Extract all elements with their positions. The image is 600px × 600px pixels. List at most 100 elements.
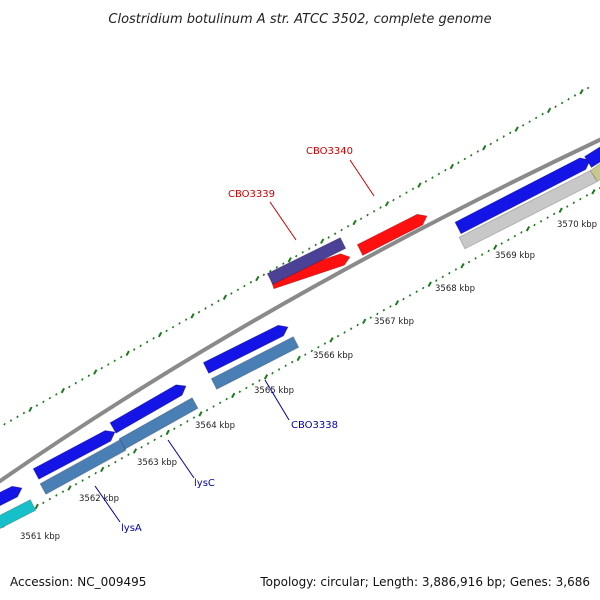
outer-tick (255, 275, 260, 282)
scale-labels: 3561 kbp 3562 kbp 3563 kbp 3564 kbp 3565 kbp… (20, 220, 597, 542)
inner-tick (198, 411, 203, 417)
inner-tick (165, 429, 170, 436)
outer-tick (113, 359, 116, 363)
outer-tick (157, 331, 163, 338)
outer-tick (502, 135, 505, 138)
inner-tick (421, 286, 425, 290)
outer-tick (68, 385, 71, 389)
outer-tick (60, 387, 65, 394)
inner-tick (61, 490, 65, 493)
outer-tick (262, 273, 266, 277)
inner-tick (513, 234, 517, 238)
inner-tick (192, 416, 196, 419)
outer-tick (119, 355, 123, 359)
outer-tick (152, 337, 155, 340)
gene-feature (202, 324, 289, 374)
gene-label: lysC (194, 478, 215, 489)
outer-tick (567, 97, 570, 101)
outer-tick (560, 101, 564, 105)
scale-label: 3570 kbp (557, 220, 597, 230)
outer-tick (579, 89, 584, 95)
gene-label-leader (269, 201, 297, 241)
inner-tick (520, 231, 523, 234)
outer-tick (139, 344, 142, 348)
gene-label: CBO3339 (228, 189, 275, 200)
scale-label: 3565 kbp (254, 386, 294, 396)
outer-tick (243, 284, 246, 288)
outer-tick (379, 206, 382, 209)
inner-tick (376, 312, 379, 316)
gene-label-leader (349, 159, 375, 197)
accession-text: Accession: NC_009495 (10, 575, 146, 589)
outer-tick (217, 299, 220, 303)
outer-tick (482, 145, 487, 151)
inner-tick (251, 382, 255, 386)
outer-tick (249, 280, 253, 284)
inner-tick (55, 494, 58, 497)
genome-summary-text: Topology: circular; Length: 3,886,916 bp… (259, 575, 590, 589)
outer-tick (171, 325, 175, 329)
inner-tick (572, 201, 576, 205)
inner-tick (114, 460, 117, 464)
inner-tick (487, 249, 490, 253)
outer-tick (457, 161, 460, 165)
inner-tick (153, 438, 156, 442)
inner-tick (460, 263, 465, 269)
inner-tick (100, 466, 105, 473)
outer-tick (444, 168, 447, 172)
gene-label: CBO3340 (306, 146, 353, 157)
inner-tick (81, 479, 84, 482)
outer-tick (463, 157, 467, 161)
outer-tick (521, 124, 525, 127)
inner-tick (304, 353, 307, 356)
outer-tick (190, 313, 195, 319)
outer-tick (9, 419, 13, 422)
inner-tick (258, 379, 261, 382)
outer-tick (586, 86, 590, 90)
inner-tick (591, 188, 596, 195)
outer-tick (417, 182, 422, 188)
outer-tick (508, 131, 512, 135)
inner-tick (435, 279, 438, 282)
outer-tick (125, 350, 130, 357)
outer-tick (340, 228, 343, 232)
inner-tick (533, 223, 536, 227)
gene-feature (39, 439, 127, 495)
inner-tick (132, 448, 138, 454)
outer-tick (314, 243, 317, 247)
inner-tick (225, 397, 228, 401)
gene-features (0, 146, 600, 530)
outer-tick (431, 176, 434, 179)
inner-tick (427, 281, 432, 288)
outer-tick (295, 254, 298, 258)
inner-tick (87, 475, 91, 479)
inner-tick (48, 497, 52, 501)
inner-tick (107, 464, 110, 468)
inner-tick (467, 260, 471, 264)
outer-tick (107, 363, 110, 366)
outer-tick (269, 269, 272, 273)
outer-tick (327, 236, 330, 239)
outer-tick (236, 288, 240, 292)
outer-tick (22, 411, 26, 415)
outer-tick (534, 116, 538, 120)
inner-tick (408, 294, 412, 297)
inner-tick (127, 453, 130, 456)
outer-tick (496, 139, 499, 142)
inner-tick (454, 268, 458, 271)
outer-tick-ring (0, 86, 590, 427)
outer-tick (411, 187, 415, 191)
inner-tick (402, 297, 405, 301)
outer-tick (366, 213, 369, 217)
inner-tick (140, 445, 143, 449)
inner-tick (382, 308, 386, 312)
inner-tick (146, 442, 150, 445)
inner-tick (441, 275, 445, 279)
inner-tick (525, 226, 531, 232)
outer-tick (55, 393, 58, 396)
scale-label: 3569 kbp (495, 251, 535, 261)
outer-tick (514, 126, 519, 132)
outer-tick (546, 107, 552, 114)
